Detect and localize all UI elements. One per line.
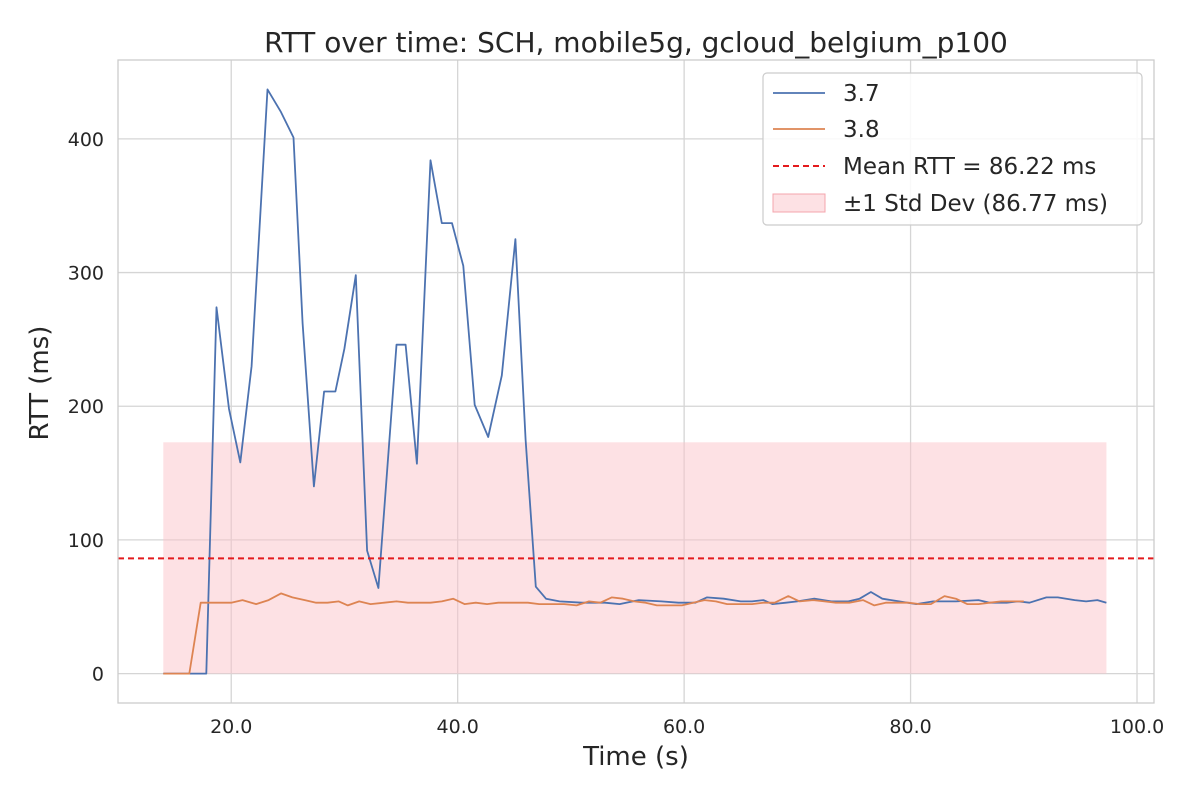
y-axis-label: RTT (ms) [25, 326, 55, 441]
legend-entry-std-dev-label: ±1 Std Dev (86.77 ms) [843, 191, 1108, 217]
y-tick-label: 0 [92, 664, 104, 686]
chart-title: RTT over time: SCH, mobile5g, gcloud_bel… [264, 26, 1008, 59]
series-line-3-8 [163, 592, 1024, 675]
legend: 3.7 3.8 Mean RTT = 86.22 ms ±1 Std Dev (86.… [762, 72, 1143, 226]
legend-entry-std-dev-swatch [772, 193, 826, 213]
x-tick-label: 40.0 [437, 716, 479, 738]
plot-area: 20.0 40.0 60.0 80.0 100.0 0 100 200 300 400 [68, 59, 1164, 738]
legend-box [762, 72, 1143, 226]
legend-entry-3-8-label: 3.8 [843, 117, 880, 143]
x-axis-label: Time (s) [582, 742, 689, 772]
y-tick-label: 200 [68, 396, 104, 418]
x-tick-label: 20.0 [210, 716, 252, 738]
x-tick-label: 80.0 [889, 716, 931, 738]
y-tick-label: 300 [68, 263, 104, 285]
legend-entry-3-7-label: 3.7 [843, 81, 880, 107]
x-tick-label: 60.0 [663, 716, 705, 738]
x-tick-label: 100.0 [1110, 716, 1164, 738]
std-dev-band [163, 442, 1107, 674]
y-tick-label: 400 [68, 129, 104, 151]
plot-frame [117, 59, 1155, 704]
legend-entry-mean-label: Mean RTT = 86.22 ms [843, 154, 1096, 180]
y-tick-label: 100 [68, 530, 104, 552]
